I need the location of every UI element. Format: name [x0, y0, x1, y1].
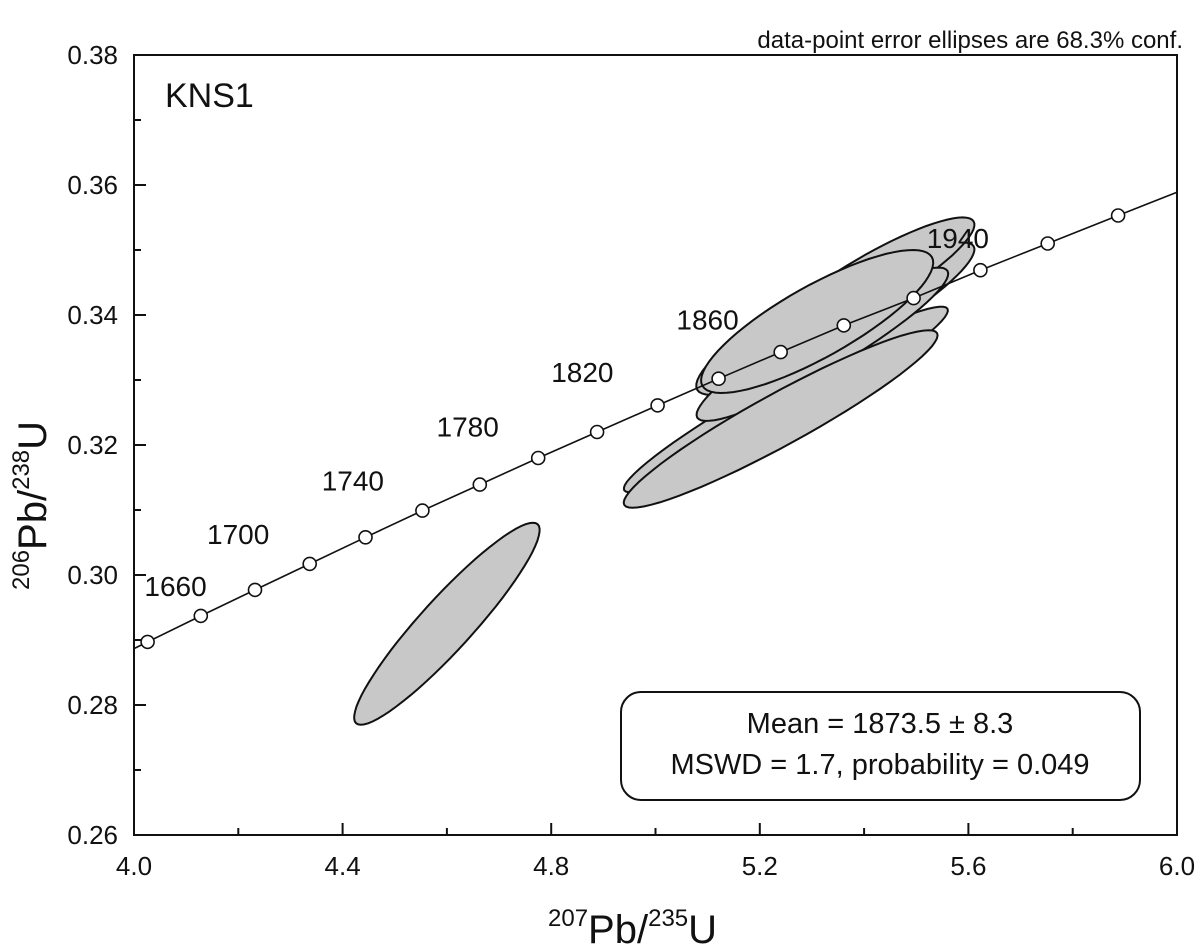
y-tick-label: 0.34 [67, 300, 118, 330]
error-ellipse [622, 329, 939, 509]
concordia-line [133, 191, 1178, 650]
x-tick-label: 6.0 [1159, 851, 1195, 881]
error-ellipses [353, 216, 976, 726]
stats-box-frame [620, 691, 1141, 801]
age-label-1820: 1820 [551, 357, 613, 388]
x-tick-label: 4.0 [116, 851, 152, 881]
age-marker-1800 [530, 450, 546, 466]
x-axis-title: 207Pb/235U [548, 905, 717, 945]
x-axis-title-base2: U [688, 908, 717, 945]
age-marker-1700 [247, 582, 263, 598]
y-axis-title-base2: U [11, 421, 55, 450]
age-marker-1900 [836, 318, 852, 333]
age-label-1660: 1660 [144, 571, 206, 602]
x-axis-title-sup1: 207 [548, 905, 588, 932]
stats-box: Mean = 1873.5 ± 8.3 MSWD = 1.7, probabil… [620, 691, 1141, 801]
age-marker-1780 [472, 477, 488, 492]
axis-ticks: 4.0 4.4 4.8 5.2 5.6 6.0 0.26 0.28 0.30 0.32 0.34 0.… [67, 40, 1195, 881]
x-tick-label: 5.2 [742, 851, 778, 881]
age-marker-1960 [1040, 236, 1055, 251]
age-marker-1940 [973, 262, 988, 278]
y-axis-title-sup2: 238 [8, 450, 35, 490]
age-label-1740: 1740 [322, 466, 384, 497]
age-marker-1740 [358, 529, 373, 545]
x-tick-label: 4.8 [533, 851, 569, 881]
y-axis-title: 206Pb/238U [8, 421, 55, 590]
x-tick-label: 4.4 [325, 851, 361, 881]
sample-label: KNS1 [165, 77, 254, 115]
confidence-note: data-point error ellipses are 68.3% conf… [757, 27, 1183, 54]
age-marker-1880 [773, 344, 789, 360]
age-label-1940: 1940 [927, 223, 989, 254]
y-tick-label: 0.36 [67, 170, 118, 200]
age-marker-1840 [650, 398, 665, 413]
y-tick-label: 0.26 [67, 820, 118, 850]
age-marker-1660 [140, 634, 155, 650]
y-axis-title-base1: Pb/ [11, 489, 55, 550]
y-tick-label: 0.32 [67, 430, 118, 460]
y-tick-label: 0.28 [67, 690, 118, 720]
y-tick-label: 0.38 [67, 40, 118, 70]
x-axis-title-sup2: 235 [648, 905, 688, 932]
age-marker-1820 [589, 424, 605, 440]
y-tick-label: 0.30 [67, 560, 118, 590]
x-tick-label: 5.6 [950, 851, 986, 881]
age-label-1700: 1700 [207, 519, 269, 550]
age-marker-1920 [906, 290, 921, 306]
age-label-1780: 1780 [437, 412, 499, 443]
age-label-1860: 1860 [676, 304, 738, 335]
age-marker-1760 [415, 503, 430, 518]
age-marker-1980 [1110, 208, 1126, 223]
age-marker-1720 [302, 556, 318, 572]
y-axis-title-sup1: 206 [8, 550, 35, 590]
age-marker-1680 [193, 608, 209, 624]
age-marker-1860 [711, 371, 726, 387]
stats-mean: Mean = 1873.5 ± 8.3 [747, 708, 1014, 740]
x-axis-title-base1: Pb/ [588, 908, 649, 945]
error-ellipse [353, 521, 541, 726]
stats-mswd: MSWD = 1.7, probability = 0.049 [670, 749, 1089, 781]
